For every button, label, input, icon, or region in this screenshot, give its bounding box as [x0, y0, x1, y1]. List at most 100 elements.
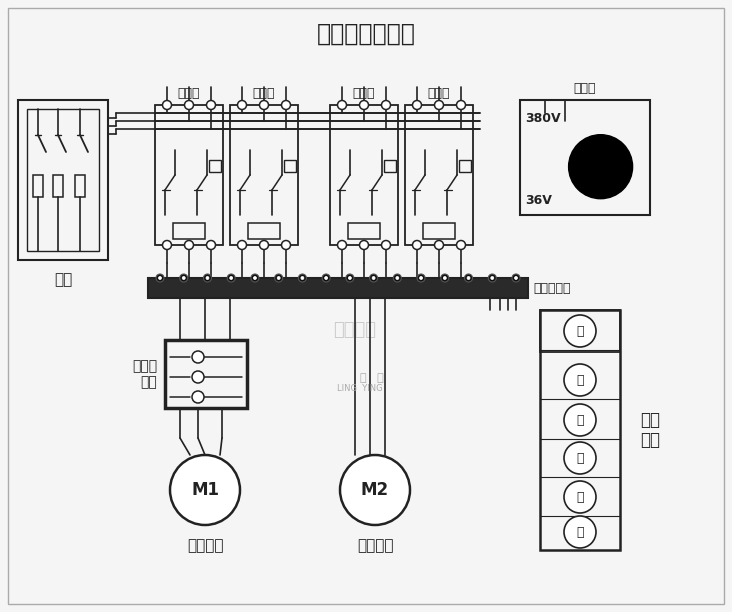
Circle shape — [457, 100, 466, 110]
Circle shape — [370, 274, 378, 282]
Circle shape — [253, 277, 256, 280]
Circle shape — [192, 351, 204, 363]
Circle shape — [359, 241, 368, 250]
Bar — [165, 340, 247, 408]
Circle shape — [413, 241, 422, 250]
Circle shape — [237, 100, 247, 110]
Bar — [209, 160, 221, 172]
Bar — [155, 105, 223, 245]
Text: 红: 红 — [576, 373, 583, 387]
Circle shape — [381, 241, 390, 250]
Text: 行走电机: 行走电机 — [356, 538, 393, 553]
Bar — [230, 105, 298, 245]
Circle shape — [251, 274, 259, 282]
Circle shape — [156, 274, 164, 282]
Circle shape — [444, 277, 447, 280]
Circle shape — [163, 241, 171, 250]
Text: 电动葫芦接线图: 电动葫芦接线图 — [316, 22, 416, 46]
Bar — [18, 100, 108, 260]
Circle shape — [170, 455, 240, 525]
Text: 接触器: 接触器 — [427, 87, 450, 100]
Circle shape — [564, 516, 596, 548]
Circle shape — [564, 364, 596, 396]
Circle shape — [159, 277, 162, 280]
Circle shape — [381, 100, 390, 110]
Bar — [148, 278, 528, 298]
Bar — [459, 160, 471, 172]
Text: 接触器: 接触器 — [253, 87, 275, 100]
Text: 变压器: 变压器 — [574, 82, 597, 95]
Circle shape — [564, 481, 596, 513]
Text: 右: 右 — [576, 526, 583, 539]
Circle shape — [299, 274, 307, 282]
Circle shape — [274, 274, 283, 282]
Circle shape — [277, 277, 280, 280]
Circle shape — [359, 100, 368, 110]
Circle shape — [441, 274, 449, 282]
Circle shape — [206, 277, 209, 280]
Bar — [27, 109, 99, 251]
Circle shape — [301, 277, 304, 280]
Bar — [423, 223, 455, 239]
Circle shape — [260, 241, 269, 250]
Circle shape — [184, 241, 193, 250]
Bar — [33, 175, 43, 197]
Bar — [248, 223, 280, 239]
Text: M2: M2 — [361, 481, 389, 499]
Circle shape — [490, 277, 494, 280]
Text: LING  YING: LING YING — [337, 384, 383, 392]
Circle shape — [435, 100, 444, 110]
Text: 升降电机: 升降电机 — [187, 538, 223, 553]
Circle shape — [192, 371, 204, 383]
Text: 操作
手柄: 操作 手柄 — [640, 411, 660, 449]
Circle shape — [419, 277, 422, 280]
Bar — [284, 160, 296, 172]
Text: 36V: 36V — [525, 194, 552, 207]
Circle shape — [184, 100, 193, 110]
Circle shape — [192, 391, 204, 403]
Circle shape — [227, 274, 235, 282]
Circle shape — [488, 274, 496, 282]
Text: 北京凌鹰: 北京凌鹰 — [334, 321, 376, 339]
Text: 上: 上 — [576, 414, 583, 427]
Text: 380V: 380V — [525, 112, 561, 125]
Text: 闸刀: 闸刀 — [54, 272, 72, 287]
Bar — [173, 223, 205, 239]
Bar — [520, 100, 650, 215]
Circle shape — [230, 277, 233, 280]
Bar — [75, 175, 85, 197]
Circle shape — [348, 277, 351, 280]
Circle shape — [340, 455, 410, 525]
Circle shape — [417, 274, 425, 282]
Circle shape — [564, 442, 596, 474]
Text: 下: 下 — [576, 452, 583, 465]
Text: 接触器: 接触器 — [353, 87, 376, 100]
Bar — [540, 310, 620, 550]
Circle shape — [564, 315, 596, 347]
Bar — [540, 310, 620, 352]
Bar — [384, 160, 396, 172]
Text: 接触器: 接触器 — [178, 87, 201, 100]
Circle shape — [322, 274, 330, 282]
Circle shape — [282, 100, 291, 110]
Text: 綠: 綠 — [576, 324, 583, 337]
Text: M1: M1 — [191, 481, 219, 499]
Circle shape — [260, 100, 269, 110]
Circle shape — [324, 277, 328, 280]
Text: 左: 左 — [576, 490, 583, 504]
Circle shape — [457, 241, 466, 250]
Circle shape — [163, 100, 171, 110]
Circle shape — [237, 241, 247, 250]
Circle shape — [337, 100, 346, 110]
Circle shape — [282, 241, 291, 250]
Bar — [330, 105, 398, 245]
Circle shape — [180, 274, 187, 282]
Text: 断火限
位器: 断火限 位器 — [132, 359, 157, 389]
Circle shape — [413, 100, 422, 110]
Text: 接线端子排: 接线端子排 — [533, 282, 570, 294]
Circle shape — [515, 277, 518, 280]
Circle shape — [206, 241, 215, 250]
Circle shape — [346, 274, 354, 282]
Circle shape — [467, 277, 470, 280]
Circle shape — [203, 274, 212, 282]
